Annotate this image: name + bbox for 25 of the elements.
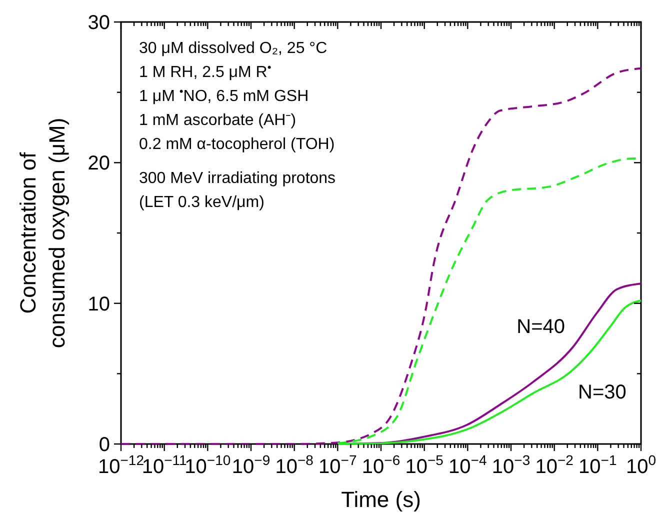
annotation: 0.2 mM α-tocopherol (TOH) [139,136,335,153]
y-axis-title: Concentration of consumed oxygen (μM) [16,118,70,348]
annotation: 300 MeV irradiating protons [139,170,336,187]
annotation: 1 mM ascorbate (AH⁻) [139,112,296,129]
annotation: 1 M RH, 2.5 μM R$^{•}$ [139,62,272,81]
x-tick-label: 10$^{−3}$ [492,452,530,478]
x-axis-title: Time (s) [341,487,421,512]
x-tick-label: 10$^{−9}$ [232,452,270,478]
x-tick-label: 10$^{−4}$ [448,452,487,478]
series-label: N=30 [578,381,626,404]
x-tick-label: 10$^{−2}$ [535,452,574,478]
annotation: 30 μM dissolved O₂, 25 °C [139,40,328,57]
y-tick-label: 10 [88,293,110,316]
x-tick-label: 10$^{0}$ [626,452,656,478]
y-tick-label: 20 [88,152,110,175]
annotation: 1 μM $^{•}$NO, 6.5 mM GSH [139,86,309,105]
series-label: N=40 [516,316,566,338]
x-tick-label: 10$^{−8}$ [275,452,314,478]
x-tick-label: 10$^{−1}$ [578,452,617,478]
x-tick-label: 10$^{−10}$ [184,452,231,478]
x-tick-label: 10$^{−7}$ [318,452,357,478]
y-tick-label: 30 [88,12,110,34]
x-tick-label: 10$^{−5}$ [405,452,444,478]
annotation: (LET 0.3 keV/μm) [139,194,264,211]
x-tick-label: 10$^{−6}$ [362,452,400,478]
